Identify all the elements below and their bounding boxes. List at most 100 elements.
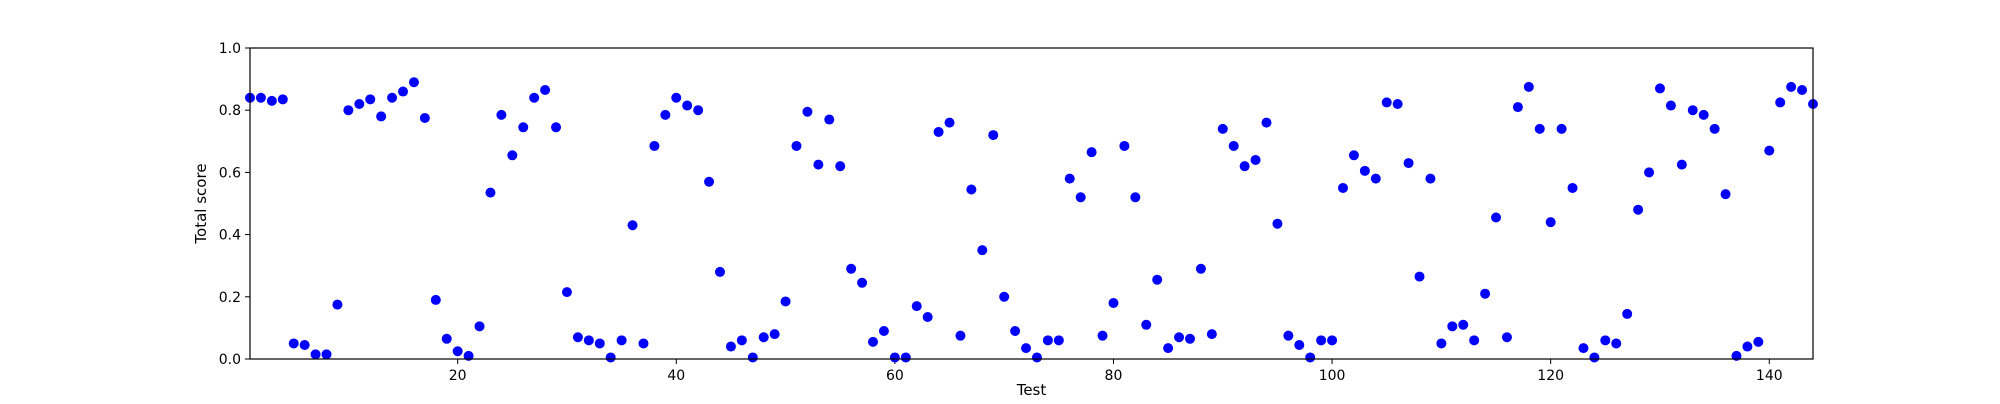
data-point — [999, 291, 1010, 302]
data-point — [1611, 338, 1622, 349]
data-point — [616, 335, 627, 346]
data-point — [857, 277, 868, 288]
y-tick-label: 0.6 — [219, 165, 241, 181]
x-tick-label: 40 — [667, 368, 685, 384]
data-point — [441, 333, 452, 344]
data-point — [1414, 271, 1425, 282]
data-point — [387, 92, 398, 103]
data-point — [255, 92, 266, 103]
data-point — [780, 296, 791, 307]
data-point — [452, 346, 463, 357]
y-tick-label: 0.8 — [219, 103, 241, 119]
data-point — [1764, 145, 1775, 156]
data-point — [507, 150, 518, 161]
data-point — [376, 111, 387, 122]
data-point — [1152, 274, 1163, 285]
data-point — [747, 352, 758, 363]
data-point — [321, 349, 332, 360]
data-point — [714, 266, 725, 277]
data-point — [1775, 97, 1786, 108]
data-point — [518, 122, 529, 133]
y-tick-label: 0.4 — [219, 228, 241, 244]
data-point — [988, 130, 999, 141]
data-point — [288, 338, 299, 349]
data-point — [725, 341, 736, 352]
data-point — [583, 335, 594, 346]
plot-frame — [249, 47, 1814, 360]
data-point — [1250, 154, 1261, 165]
data-point — [1228, 140, 1239, 151]
data-point — [977, 245, 988, 256]
data-point — [1359, 165, 1370, 176]
data-point — [638, 338, 649, 349]
data-point — [1239, 161, 1250, 172]
data-point — [1195, 263, 1206, 274]
x-tick-label: 120 — [1537, 368, 1564, 384]
data-point — [1622, 308, 1633, 319]
data-point — [1742, 341, 1753, 352]
data-points — [245, 77, 1818, 363]
data-point — [835, 161, 846, 172]
data-point — [1316, 335, 1327, 346]
data-point — [1797, 84, 1808, 95]
data-point — [1654, 83, 1665, 94]
data-point — [736, 335, 747, 346]
data-point — [1261, 117, 1272, 128]
x-tick-label: 80 — [1105, 368, 1123, 384]
data-point — [1436, 338, 1447, 349]
data-point — [1370, 173, 1381, 184]
data-point — [671, 92, 682, 103]
data-point — [1731, 350, 1742, 361]
data-point — [627, 220, 638, 231]
data-point — [1545, 217, 1556, 228]
data-point — [1184, 333, 1195, 344]
x-tick-label: 140 — [1756, 368, 1783, 384]
data-point — [758, 332, 769, 343]
data-point — [682, 100, 693, 111]
data-point — [1086, 147, 1097, 158]
x-tick-label: 60 — [886, 368, 904, 384]
data-point — [1031, 352, 1042, 363]
data-point — [878, 326, 889, 337]
data-point — [1501, 332, 1512, 343]
data-point — [1786, 81, 1797, 92]
data-point — [1425, 173, 1436, 184]
data-point — [551, 122, 562, 133]
data-point — [496, 109, 507, 120]
data-point — [1556, 123, 1567, 134]
data-point — [1206, 329, 1217, 340]
data-point — [1458, 319, 1469, 330]
data-point — [868, 336, 879, 347]
data-point — [398, 86, 409, 97]
data-point — [1305, 352, 1316, 363]
data-point — [900, 352, 911, 363]
data-point — [846, 263, 857, 274]
y-tick-label: 0.2 — [219, 290, 241, 306]
data-point — [1163, 343, 1174, 354]
data-point — [704, 176, 715, 187]
data-point — [1720, 189, 1731, 200]
data-point — [266, 95, 277, 106]
data-point — [802, 106, 813, 117]
data-point — [408, 77, 419, 88]
data-point — [649, 140, 660, 151]
data-point — [1327, 335, 1338, 346]
data-point — [572, 332, 583, 343]
data-point — [1075, 192, 1086, 203]
data-point — [1130, 192, 1141, 203]
data-point — [813, 159, 824, 170]
data-point — [824, 114, 835, 125]
data-point — [769, 329, 780, 340]
data-point — [1578, 343, 1589, 354]
data-point — [419, 112, 430, 123]
data-point — [1010, 326, 1021, 337]
data-point — [1141, 319, 1152, 330]
data-point — [889, 352, 900, 363]
x-axis-title: Test — [1016, 381, 1047, 399]
data-point — [299, 340, 310, 351]
data-point — [1283, 330, 1294, 341]
data-point — [1053, 335, 1064, 346]
data-point — [911, 301, 922, 312]
data-point — [561, 287, 572, 298]
data-point — [365, 94, 376, 105]
